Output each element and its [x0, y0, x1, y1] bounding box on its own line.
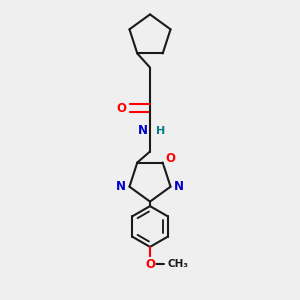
- Text: O: O: [165, 152, 175, 165]
- Text: N: N: [137, 124, 148, 137]
- Text: H: H: [156, 125, 165, 136]
- Text: O: O: [145, 257, 155, 271]
- Text: N: N: [174, 180, 184, 193]
- Text: O: O: [116, 101, 127, 115]
- Text: N: N: [116, 180, 126, 193]
- Text: CH₃: CH₃: [167, 259, 188, 269]
